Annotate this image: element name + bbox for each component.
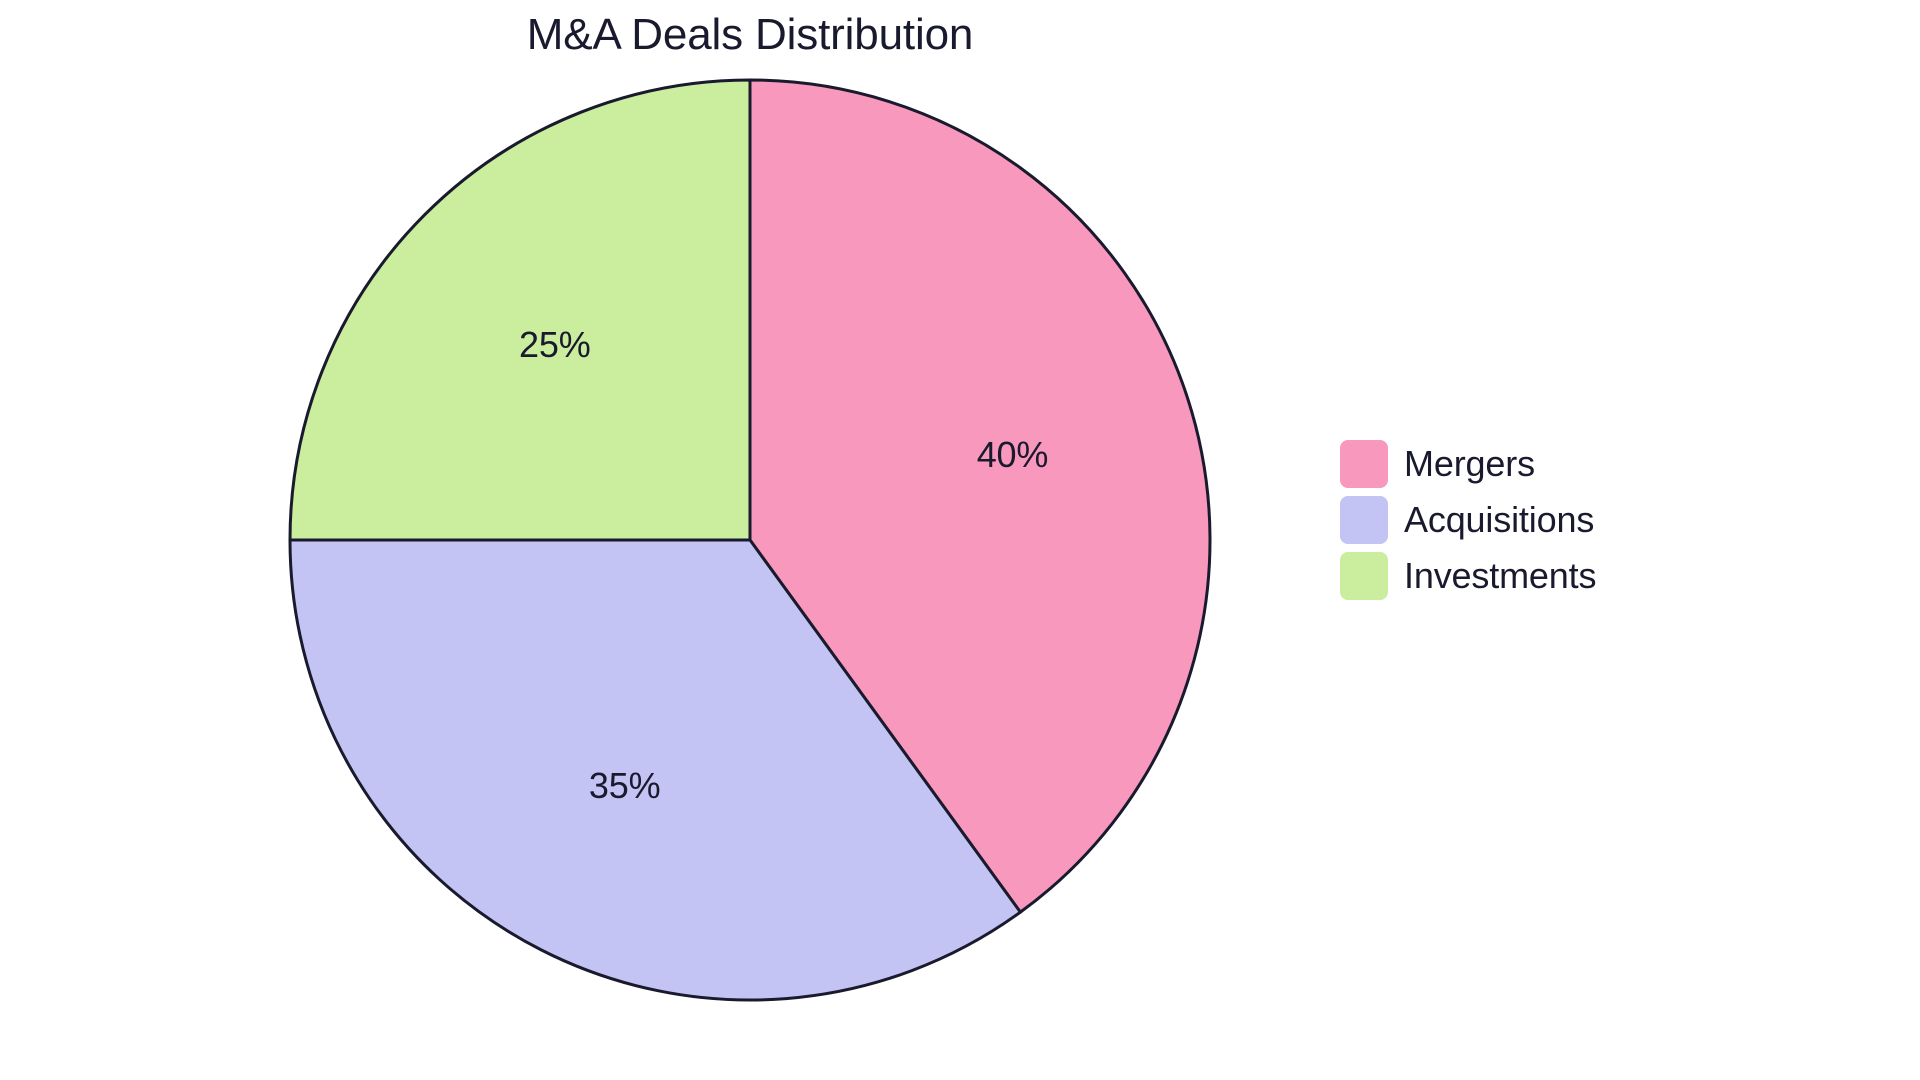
legend-label: Mergers: [1404, 443, 1535, 485]
slice-label-mergers: 40%: [977, 434, 1049, 476]
legend-item-acquisitions: Acquisitions: [1340, 496, 1596, 544]
legend-swatch: [1340, 496, 1388, 544]
legend-item-mergers: Mergers: [1340, 440, 1596, 488]
pie-slice-investments: [290, 80, 750, 540]
pie-wrapper: 40% 35% 25%: [280, 70, 1220, 1010]
chart-title: M&A Deals Distribution: [200, 10, 1300, 60]
legend-label: Acquisitions: [1404, 499, 1594, 541]
pie-chart-container: M&A Deals Distribution 40% 35% 25%: [200, 10, 1300, 1070]
legend-item-investments: Investments: [1340, 552, 1596, 600]
legend-swatch: [1340, 440, 1388, 488]
legend: Mergers Acquisitions Investments: [1340, 440, 1596, 608]
legend-label: Investments: [1404, 555, 1596, 597]
pie-svg: [280, 70, 1220, 1010]
legend-swatch: [1340, 552, 1388, 600]
slice-label-acquisitions: 35%: [589, 765, 661, 807]
slice-label-investments: 25%: [519, 324, 591, 366]
